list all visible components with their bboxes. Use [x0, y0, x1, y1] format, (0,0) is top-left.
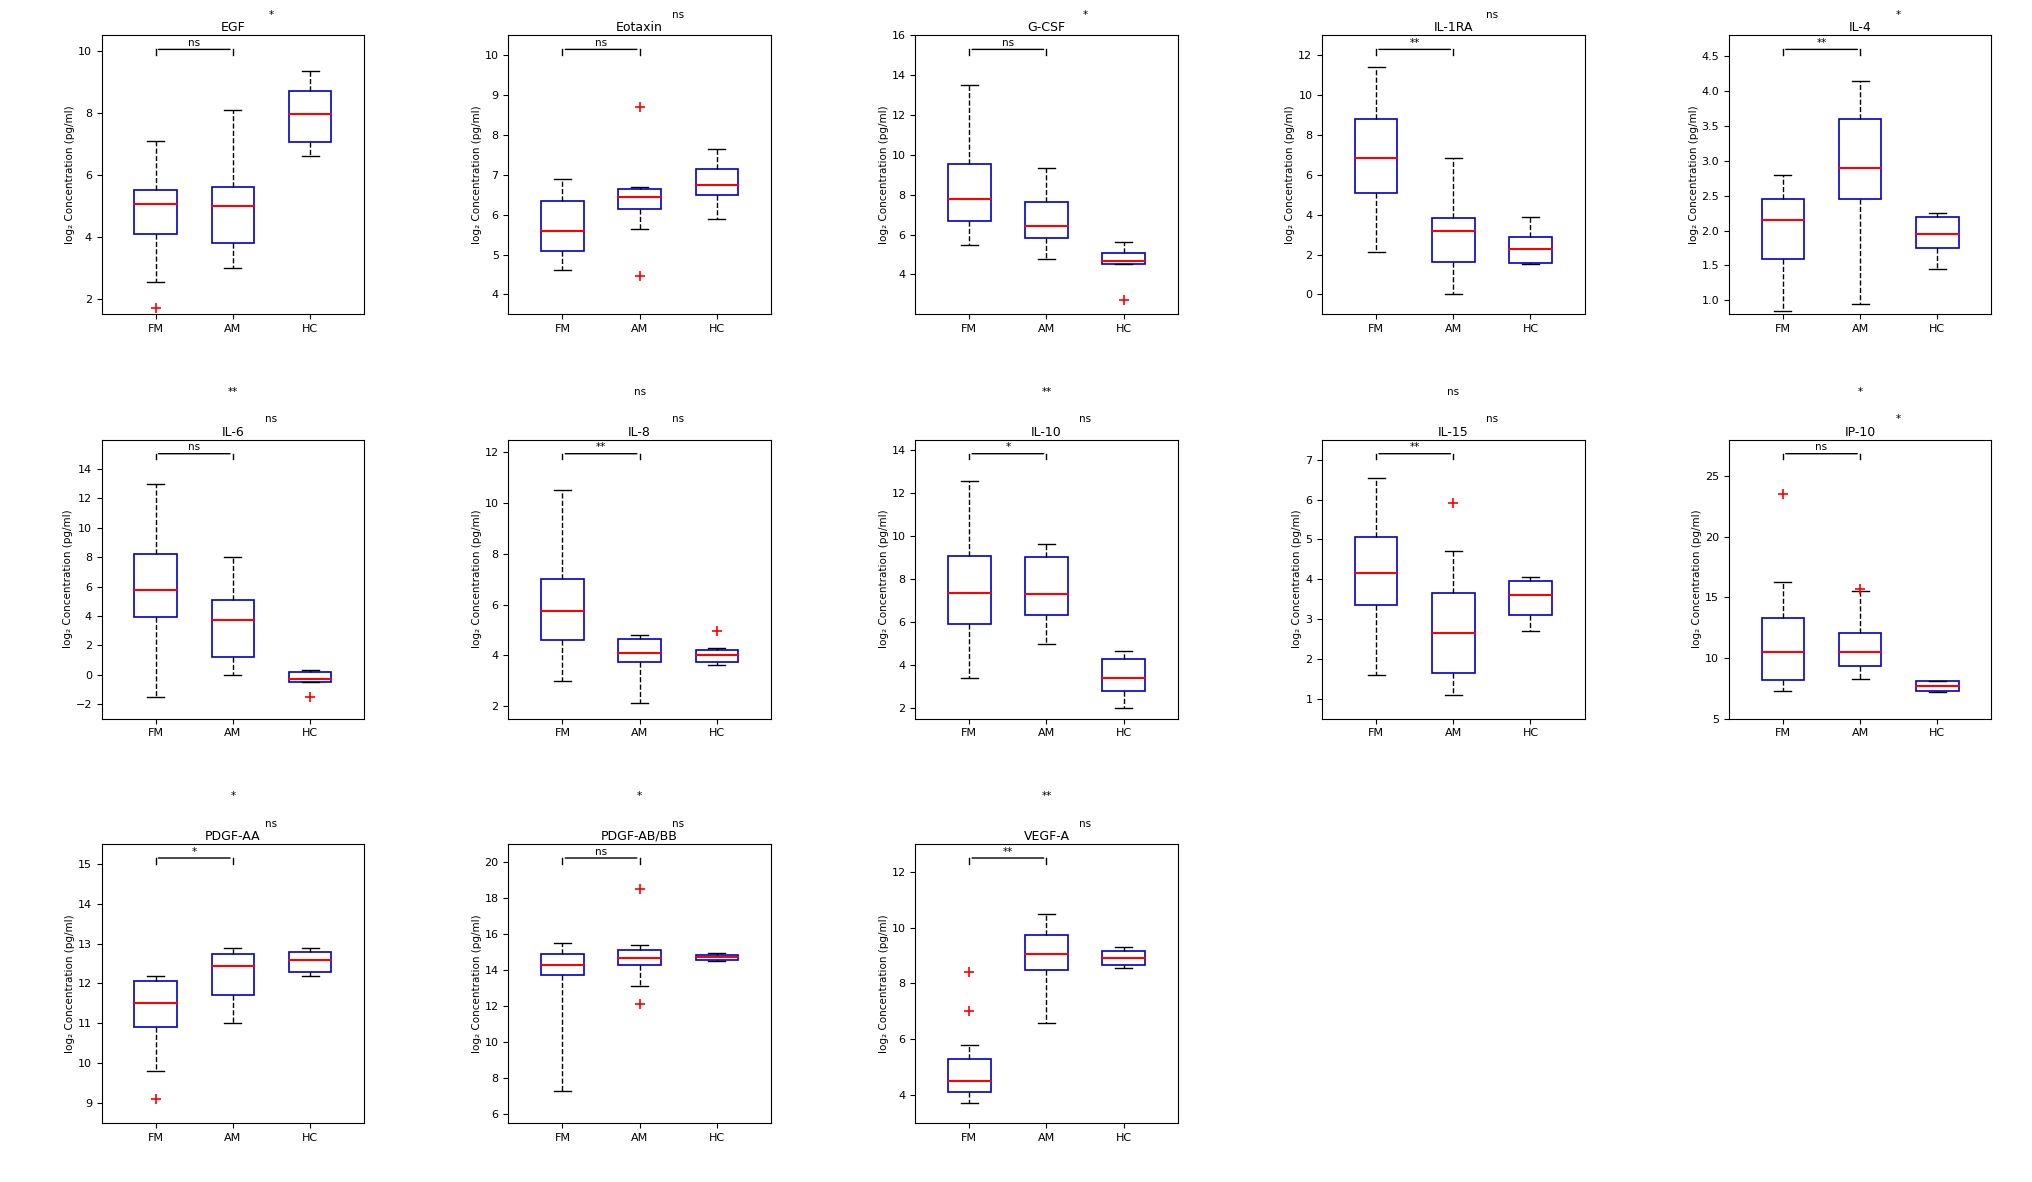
Bar — [618, 950, 660, 965]
Bar — [1103, 952, 1144, 966]
Title: Eotaxin: Eotaxin — [616, 21, 662, 34]
Text: **: ** — [595, 442, 606, 453]
Bar — [1762, 618, 1804, 680]
Text: *: * — [268, 11, 274, 20]
Bar — [1103, 658, 1144, 690]
Bar — [1762, 200, 1804, 259]
Title: IL-6: IL-6 — [221, 426, 244, 439]
Title: IL-8: IL-8 — [628, 426, 650, 439]
Bar — [1510, 236, 1552, 262]
Text: ns: ns — [266, 415, 278, 424]
Bar — [695, 955, 738, 960]
Bar — [134, 190, 177, 234]
Bar — [618, 638, 660, 662]
Title: G-CSF: G-CSF — [1028, 21, 1065, 34]
Bar — [1433, 217, 1475, 261]
Y-axis label: log₂ Concentration (pg/ml): log₂ Concentration (pg/ml) — [471, 105, 482, 245]
Text: *: * — [638, 791, 642, 801]
Bar — [1026, 935, 1067, 969]
Text: ns: ns — [1485, 11, 1498, 20]
Bar — [1916, 681, 1959, 690]
Bar — [1916, 216, 1959, 248]
Bar — [949, 556, 990, 624]
Text: **: ** — [1040, 791, 1053, 801]
Text: *: * — [1896, 415, 1902, 424]
Y-axis label: log₂ Concentration (pg/ml): log₂ Concentration (pg/ml) — [878, 105, 888, 245]
Bar — [1355, 119, 1398, 193]
Title: EGF: EGF — [219, 21, 246, 34]
Bar — [1355, 538, 1398, 605]
Text: **: ** — [1817, 38, 1827, 48]
Bar — [1433, 593, 1475, 673]
Text: ns: ns — [1447, 387, 1459, 396]
Bar — [289, 671, 331, 682]
Text: **: ** — [1410, 38, 1420, 48]
Text: ns: ns — [1002, 38, 1014, 48]
Text: ns: ns — [1079, 819, 1091, 829]
Bar — [1510, 582, 1552, 615]
Title: PDGF-AB/BB: PDGF-AB/BB — [601, 830, 679, 843]
Bar — [618, 189, 660, 209]
Text: **: ** — [1040, 387, 1053, 396]
Bar — [949, 1059, 990, 1092]
Bar — [541, 201, 583, 251]
Text: *: * — [191, 846, 197, 857]
Text: ns: ns — [1079, 415, 1091, 424]
Text: **: ** — [1002, 846, 1014, 857]
Text: ns: ns — [1485, 415, 1498, 424]
Bar — [541, 579, 583, 639]
Title: PDGF-AA: PDGF-AA — [205, 830, 260, 843]
Y-axis label: log₂ Concentration (pg/ml): log₂ Concentration (pg/ml) — [471, 914, 482, 1053]
Title: VEGF-A: VEGF-A — [1024, 830, 1069, 843]
Text: ns: ns — [634, 387, 646, 396]
Y-axis label: log₂ Concentration (pg/ml): log₂ Concentration (pg/ml) — [65, 914, 75, 1053]
Text: ns: ns — [1815, 442, 1827, 453]
Text: *: * — [1006, 442, 1010, 453]
Title: IL-1RA: IL-1RA — [1433, 21, 1473, 34]
Bar — [289, 91, 331, 142]
Bar — [695, 650, 738, 662]
Text: ns: ns — [189, 38, 201, 48]
Text: **: ** — [1410, 442, 1420, 453]
Text: *: * — [1083, 11, 1087, 20]
Title: IL-10: IL-10 — [1030, 426, 1063, 439]
Text: ns: ns — [595, 846, 608, 857]
Title: IL-15: IL-15 — [1439, 426, 1469, 439]
Text: ns: ns — [189, 442, 201, 453]
Y-axis label: log₂ Concentration (pg/ml): log₂ Concentration (pg/ml) — [1693, 509, 1703, 649]
Bar — [289, 952, 331, 972]
Bar — [541, 954, 583, 975]
Text: ns: ns — [673, 819, 685, 829]
Text: **: ** — [228, 387, 238, 396]
Y-axis label: log₂ Concentration (pg/ml): log₂ Concentration (pg/ml) — [878, 509, 888, 649]
Text: ns: ns — [673, 11, 685, 20]
Title: IP-10: IP-10 — [1845, 426, 1876, 439]
Bar — [211, 954, 254, 995]
Y-axis label: log₂ Concentration (pg/ml): log₂ Concentration (pg/ml) — [471, 509, 482, 649]
Bar — [134, 554, 177, 617]
Bar — [1839, 119, 1882, 200]
Text: *: * — [1896, 11, 1902, 20]
Bar — [949, 164, 990, 221]
Bar — [211, 187, 254, 243]
Bar — [1026, 557, 1067, 615]
Bar — [211, 599, 254, 657]
Text: ns: ns — [673, 415, 685, 424]
Text: *: * — [1857, 387, 1863, 396]
Bar — [1103, 253, 1144, 265]
Text: ns: ns — [595, 38, 608, 48]
Y-axis label: log₂ Concentration (pg/ml): log₂ Concentration (pg/ml) — [1292, 509, 1303, 649]
Y-axis label: log₂ Concentration (pg/ml): log₂ Concentration (pg/ml) — [65, 105, 75, 245]
Bar — [1839, 632, 1882, 665]
Bar — [134, 981, 177, 1027]
Y-axis label: log₂ Concentration (pg/ml): log₂ Concentration (pg/ml) — [878, 914, 888, 1053]
Y-axis label: log₂ Concentration (pg/ml): log₂ Concentration (pg/ml) — [63, 509, 73, 649]
Bar — [1026, 202, 1067, 238]
Text: ns: ns — [266, 819, 278, 829]
Bar — [695, 169, 738, 195]
Text: *: * — [230, 791, 236, 801]
Y-axis label: log₂ Concentration (pg/ml): log₂ Concentration (pg/ml) — [1286, 105, 1296, 245]
Title: IL-4: IL-4 — [1849, 21, 1871, 34]
Y-axis label: log₂ Concentration (pg/ml): log₂ Concentration (pg/ml) — [1689, 105, 1699, 245]
